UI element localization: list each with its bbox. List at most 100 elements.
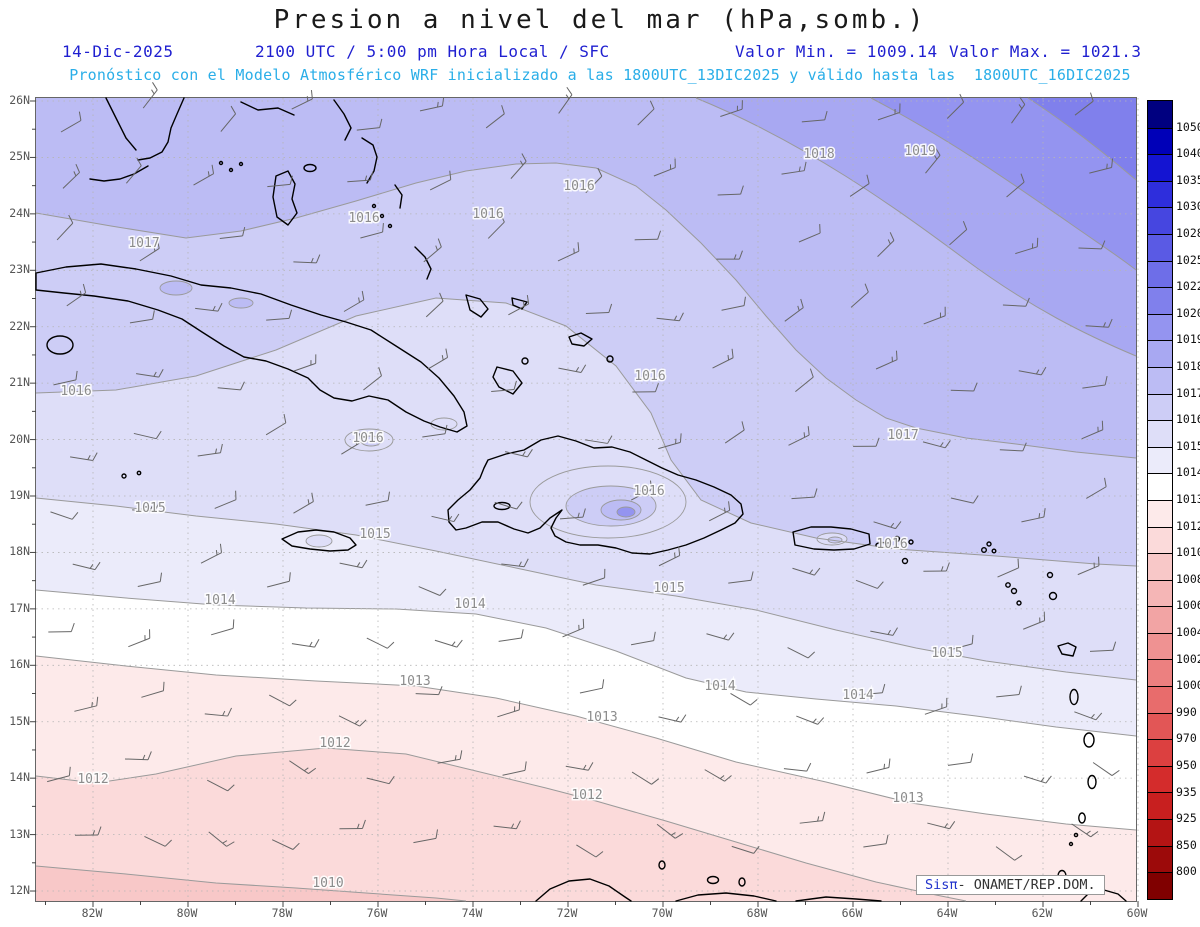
cuba-coastline bbox=[35, 263, 468, 433]
contour-label: 1012 bbox=[77, 772, 108, 787]
martinique bbox=[1083, 732, 1095, 748]
colorbar-segment bbox=[1148, 579, 1172, 607]
venezuela-coast bbox=[795, 896, 882, 902]
lon-axis-label: 70W bbox=[651, 906, 673, 920]
isobar-1013 bbox=[35, 655, 1137, 831]
lon-axis-label: 82W bbox=[81, 906, 103, 920]
colorbar-value: 1050 bbox=[1176, 119, 1200, 134]
wind-barb-icon bbox=[582, 568, 606, 586]
wind-barb-icon bbox=[1074, 711, 1103, 721]
wind-barb-icon bbox=[1023, 611, 1046, 630]
wind-barb-icon bbox=[267, 572, 291, 588]
wind-barb-icon bbox=[1011, 96, 1026, 124]
barbuda bbox=[1046, 571, 1054, 579]
contour-label: 1013 bbox=[892, 791, 923, 806]
wind-barbs bbox=[47, 82, 1120, 861]
lat-axis-label: 20N bbox=[9, 431, 30, 446]
colorbar-value: 1002 bbox=[1176, 651, 1200, 666]
contour-label: 1012 bbox=[571, 788, 602, 803]
wind-barb-icon bbox=[217, 381, 245, 391]
wind-barb-icon bbox=[289, 760, 317, 774]
colorbar-segment bbox=[1148, 180, 1172, 208]
lat-axis-label: 24N bbox=[9, 205, 30, 220]
wind-barb-icon bbox=[62, 164, 80, 189]
wind-barb-icon bbox=[632, 383, 659, 393]
colorbar-segment bbox=[1148, 553, 1172, 580]
lon-axis-label: 62W bbox=[1031, 906, 1053, 920]
wind-barb-icon bbox=[269, 694, 297, 707]
wind-barb-icon bbox=[193, 164, 215, 186]
wind-barb-icon bbox=[731, 845, 760, 854]
colorbar-segment bbox=[1148, 101, 1172, 128]
nevis bbox=[1010, 587, 1018, 595]
contour-label: 1016 bbox=[352, 431, 383, 446]
colorbar-value: 1025 bbox=[1176, 252, 1200, 267]
wind-barb-icon bbox=[704, 769, 732, 782]
colorbar-segment bbox=[1148, 473, 1172, 500]
wind-barb-icon bbox=[950, 382, 978, 392]
wind-barb-icon bbox=[437, 750, 463, 764]
isobar-1010 bbox=[35, 865, 467, 902]
grenadines bbox=[1073, 832, 1079, 838]
wind-barb-icon bbox=[415, 686, 443, 696]
colorbar-value: 1015 bbox=[1176, 438, 1200, 453]
wind-barb-icon bbox=[132, 502, 160, 512]
wind-barb-icon bbox=[923, 562, 950, 572]
colorbar-value: 1016 bbox=[1176, 412, 1200, 427]
wind-barb-icon bbox=[728, 571, 754, 584]
wind-barb-icon bbox=[366, 775, 395, 785]
colorbar-segment bbox=[1148, 845, 1172, 873]
isobar-contours bbox=[35, 97, 1137, 902]
lat-axis-label: 13N bbox=[9, 826, 30, 841]
isobar-1014 bbox=[35, 589, 1137, 737]
wind-barb-icon bbox=[197, 443, 223, 457]
wind-barb-icon bbox=[487, 213, 505, 239]
colorbar-segment bbox=[1148, 287, 1172, 314]
guadeloupe bbox=[1057, 642, 1077, 657]
wind-barb-icon bbox=[356, 118, 383, 131]
wind-barb-icon bbox=[585, 167, 603, 194]
wind-barb-icon bbox=[1081, 420, 1104, 440]
bonaire bbox=[738, 877, 746, 887]
wind-barb-icon bbox=[494, 501, 523, 510]
run-date: 14-Dic-2025 bbox=[62, 42, 174, 61]
cay-sal bbox=[238, 161, 244, 167]
contour-label: 1016 bbox=[634, 369, 665, 384]
isobar-1020 bbox=[1027, 97, 1137, 181]
lat-axis-label: 14N bbox=[9, 770, 30, 785]
contour-label: 1015 bbox=[359, 527, 390, 542]
st-martin bbox=[981, 547, 988, 554]
wind-barb-icon bbox=[265, 413, 287, 436]
wind-barb-icon bbox=[585, 303, 613, 314]
wind-barb-icon bbox=[949, 220, 968, 246]
contour-label: 1010 bbox=[312, 876, 343, 891]
lat-axis-label: 23N bbox=[9, 262, 30, 277]
wind-barb-icon bbox=[144, 835, 172, 847]
colorbar-segment bbox=[1148, 792, 1172, 820]
lat-axis-label: 26N bbox=[9, 93, 30, 107]
contour-label: 1015 bbox=[931, 646, 962, 661]
wind-barb-icon bbox=[706, 632, 735, 641]
wind-barb-icon bbox=[422, 424, 448, 438]
wind-barb-icon bbox=[423, 238, 442, 263]
band-1010-1012 bbox=[36, 748, 966, 901]
colorbar-segment bbox=[1148, 739, 1172, 766]
contour-label: 1013 bbox=[586, 710, 617, 725]
wind-barb-icon bbox=[141, 681, 165, 698]
dominica bbox=[1069, 688, 1079, 706]
colorbar-segment bbox=[1148, 819, 1172, 846]
wind-barb-icon bbox=[124, 751, 152, 761]
wind-barb-icon bbox=[634, 230, 662, 241]
wind-barb-icon bbox=[716, 250, 743, 260]
colorbar-segment bbox=[1148, 393, 1172, 421]
lon-axis-label: 60W bbox=[1126, 906, 1148, 920]
isobar-1019 bbox=[870, 97, 1137, 271]
wind-barb-icon bbox=[801, 111, 828, 123]
wind-barb-icon bbox=[293, 492, 314, 514]
wind-barb-icon bbox=[849, 174, 870, 197]
wind-barb-icon bbox=[656, 823, 684, 839]
colorbar-segment bbox=[1148, 233, 1172, 261]
florida-east-coast bbox=[137, 97, 185, 161]
wind-barb-icon bbox=[343, 290, 365, 312]
